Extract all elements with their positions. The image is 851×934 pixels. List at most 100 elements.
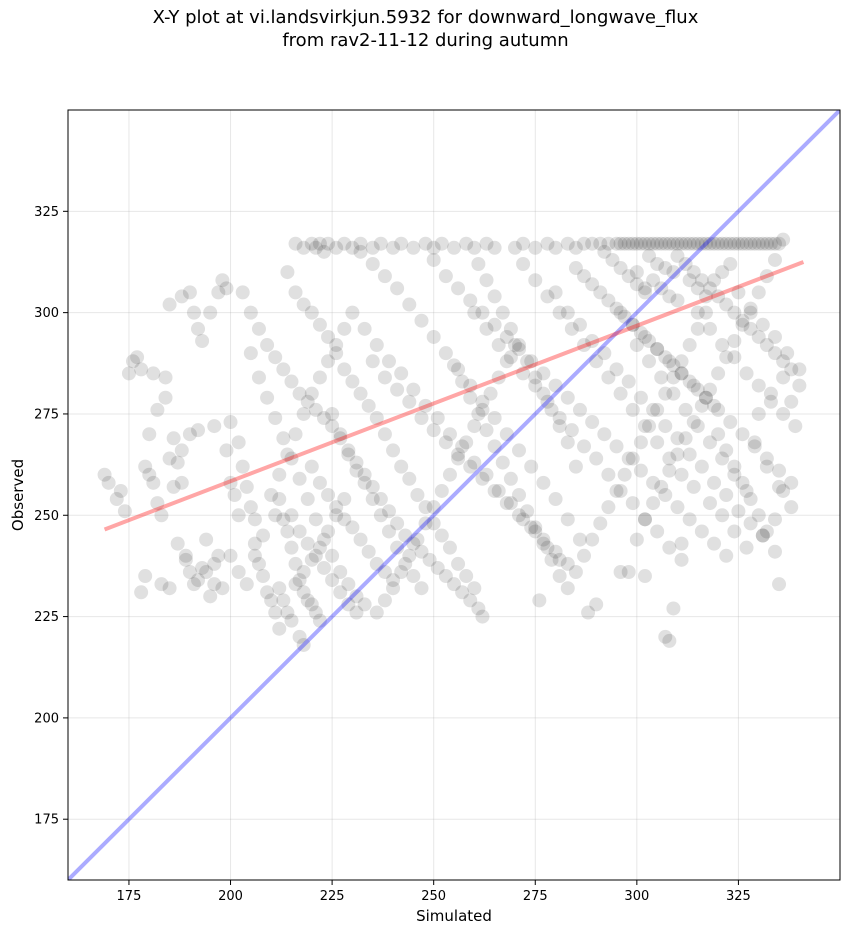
data-point bbox=[784, 475, 799, 490]
data-point bbox=[186, 305, 201, 320]
data-point bbox=[418, 398, 433, 413]
data-point bbox=[686, 236, 701, 251]
data-point bbox=[739, 236, 754, 251]
data-point bbox=[568, 261, 583, 276]
data-point bbox=[512, 443, 527, 458]
data-point bbox=[260, 338, 275, 353]
data-point bbox=[617, 467, 632, 482]
data-point bbox=[300, 394, 315, 409]
data-point bbox=[134, 362, 149, 377]
data-point bbox=[662, 289, 677, 304]
data-point bbox=[231, 508, 246, 523]
data-point bbox=[467, 419, 482, 434]
data-point bbox=[658, 488, 673, 502]
y-tick-label: 200 bbox=[34, 711, 59, 726]
data-point bbox=[312, 475, 327, 490]
data-point bbox=[158, 390, 173, 405]
data-point bbox=[698, 390, 713, 405]
data-point bbox=[321, 488, 336, 502]
data-point bbox=[528, 370, 543, 385]
data-point bbox=[256, 569, 271, 584]
data-point bbox=[625, 402, 640, 417]
data-point bbox=[308, 240, 323, 255]
data-point bbox=[674, 467, 689, 482]
data-point bbox=[613, 305, 628, 320]
data-point bbox=[719, 443, 734, 458]
data-point bbox=[451, 447, 466, 462]
data-point bbox=[357, 475, 372, 490]
data-point bbox=[727, 334, 742, 348]
data-point bbox=[715, 508, 730, 523]
data-point bbox=[747, 236, 762, 251]
data-point bbox=[719, 297, 734, 312]
data-point bbox=[337, 236, 352, 251]
data-point bbox=[548, 492, 563, 507]
data-point bbox=[337, 321, 352, 336]
data-point bbox=[463, 459, 478, 474]
data-point bbox=[463, 593, 478, 608]
data-point bbox=[207, 419, 222, 434]
data-point bbox=[739, 540, 754, 555]
x-tick-label: 175 bbox=[117, 889, 142, 904]
data-point bbox=[650, 236, 665, 251]
data-point bbox=[577, 236, 592, 251]
data-point bbox=[312, 317, 327, 332]
data-point bbox=[247, 512, 262, 527]
data-point bbox=[674, 354, 689, 369]
data-point bbox=[516, 366, 531, 381]
data-point bbox=[101, 475, 116, 490]
data-point bbox=[658, 350, 673, 365]
data-point bbox=[341, 447, 356, 462]
data-point bbox=[272, 581, 287, 596]
data-point bbox=[674, 536, 689, 551]
data-point bbox=[467, 581, 482, 596]
data-point bbox=[759, 459, 774, 474]
data-point bbox=[434, 528, 449, 543]
data-point bbox=[637, 512, 652, 527]
scatter-points bbox=[97, 232, 807, 652]
data-point bbox=[191, 573, 206, 588]
data-point bbox=[272, 467, 287, 482]
data-point bbox=[219, 281, 234, 296]
data-point bbox=[495, 305, 510, 320]
data-point bbox=[333, 585, 348, 600]
data-point bbox=[694, 236, 709, 251]
data-point bbox=[373, 236, 388, 251]
data-point bbox=[243, 346, 258, 361]
data-point bbox=[767, 512, 782, 527]
data-point bbox=[390, 281, 405, 296]
data-point bbox=[239, 479, 254, 494]
data-point bbox=[560, 581, 575, 596]
data-point bbox=[548, 378, 563, 393]
data-point bbox=[438, 435, 453, 450]
data-point bbox=[560, 305, 575, 320]
data-point bbox=[178, 548, 193, 563]
data-point bbox=[516, 236, 531, 251]
data-point bbox=[727, 305, 742, 320]
x-tick-label: 200 bbox=[218, 889, 243, 904]
data-point bbox=[540, 289, 555, 304]
data-point bbox=[426, 516, 441, 531]
data-point bbox=[97, 467, 112, 482]
data-point bbox=[337, 362, 352, 377]
data-point bbox=[491, 370, 506, 385]
data-point bbox=[276, 431, 291, 446]
data-point bbox=[723, 236, 738, 251]
data-point bbox=[162, 581, 177, 596]
data-point bbox=[410, 532, 425, 547]
data-point bbox=[406, 382, 421, 397]
data-point bbox=[670, 431, 685, 446]
data-point bbox=[288, 285, 303, 300]
data-point bbox=[455, 374, 470, 389]
data-point bbox=[690, 419, 705, 434]
data-point bbox=[447, 358, 461, 373]
data-point bbox=[223, 415, 238, 430]
data-point bbox=[459, 435, 474, 450]
data-point bbox=[609, 236, 624, 251]
data-point bbox=[707, 236, 722, 251]
data-point bbox=[300, 536, 315, 551]
data-point bbox=[763, 386, 778, 401]
data-point bbox=[312, 613, 327, 628]
x-tick-label: 325 bbox=[726, 889, 751, 904]
